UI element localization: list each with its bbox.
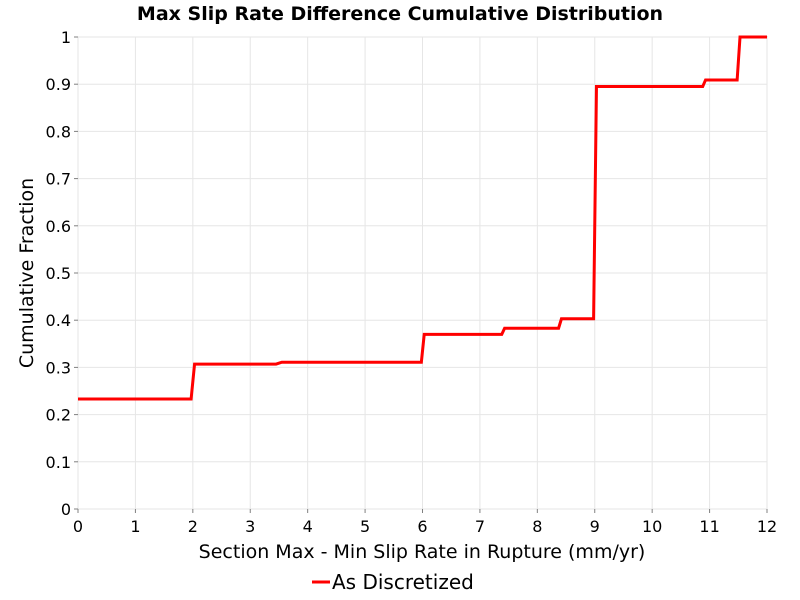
- y-tick-label: 0.1: [46, 453, 71, 472]
- legend-label: As Discretized: [332, 570, 474, 594]
- y-tick-label: 0.2: [46, 406, 71, 425]
- x-tick-label: 8: [532, 517, 542, 536]
- chart-title: Max Slip Rate Difference Cumulative Dist…: [137, 3, 663, 25]
- x-axis-label: Section Max - Min Slip Rate in Rupture (…: [199, 541, 646, 563]
- y-tick-label: 0.7: [46, 170, 71, 189]
- y-tick-label: 0.8: [46, 122, 71, 141]
- series-layer: [78, 35, 767, 401]
- y-tick-label: 0.9: [46, 75, 71, 94]
- x-tick-label: 4: [303, 517, 313, 536]
- x-tick-label: 3: [245, 517, 255, 536]
- x-tick-label: 6: [417, 517, 427, 536]
- y-tick-label: 0.3: [46, 358, 71, 377]
- series-line: [78, 35, 767, 401]
- y-tick-label: 0: [61, 500, 71, 519]
- y-tick-label: 0.5: [46, 264, 71, 283]
- y-tick-label: 0.6: [46, 217, 71, 236]
- y-tick-label: 1: [61, 28, 71, 47]
- x-tick-label: 1: [130, 517, 140, 536]
- x-tick-label: 10: [642, 517, 662, 536]
- y-tick-label: 0.4: [46, 311, 71, 330]
- x-tick-label: 7: [475, 517, 485, 536]
- y-axis-label: Cumulative Fraction: [16, 178, 38, 368]
- x-tick-label: 9: [590, 517, 600, 536]
- x-tick-label: 11: [699, 517, 719, 536]
- x-axis: 0 1 2 3 4 5 6 7 8 9 10 11 12: [73, 509, 777, 536]
- legend: As Discretized: [312, 570, 474, 594]
- y-axis: 0 0.1 0.2 0.3 0.4 0.5 0.6 0.7 0.8 0.9 1: [46, 28, 78, 519]
- x-tick-label: 5: [360, 517, 370, 536]
- x-tick-label: 2: [188, 517, 198, 536]
- x-tick-label: 12: [757, 517, 777, 536]
- x-tick-label: 0: [73, 517, 83, 536]
